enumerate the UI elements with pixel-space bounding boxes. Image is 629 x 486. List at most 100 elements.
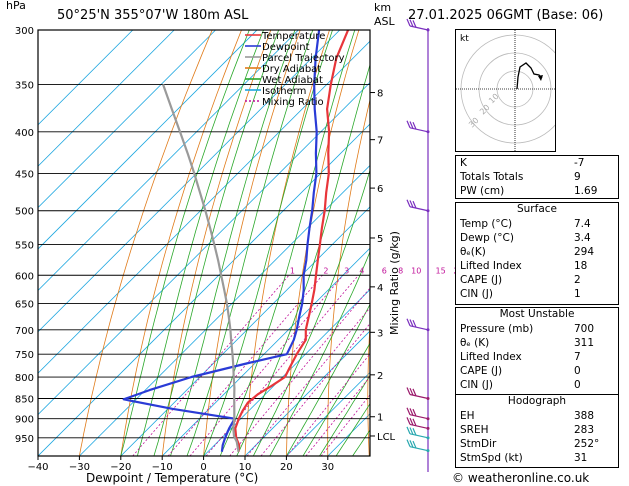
surface-value: 2 <box>574 274 581 286</box>
index-value: -7 <box>574 157 585 169</box>
wind-barb <box>406 18 430 32</box>
surface-label: Dewp (°C) <box>460 232 514 244</box>
hodograph-label: StmSpd (kt) <box>460 452 523 464</box>
pressure-tick-label: 650 <box>15 300 34 311</box>
x-tick-label: −20 <box>110 462 131 473</box>
x-tick-label: 20 <box>280 462 293 473</box>
mixing-ratio-label: 1 <box>290 266 295 275</box>
legend-item: Dewpoint <box>244 42 345 53</box>
surface-label: Lifted Index <box>460 260 522 272</box>
most-unstable-row: Lifted Index 7 <box>456 350 618 364</box>
index-label: Totals Totals <box>460 171 524 183</box>
km-tick-label: 8 <box>377 89 383 100</box>
indices-table: K -7 Totals Totals 9 PW (cm) 1.69 <box>456 156 618 198</box>
wind-barb <box>406 120 430 134</box>
x-tick-label: −40 <box>27 462 48 473</box>
surface-label: CIN (J) <box>460 288 493 300</box>
x-tick-label: 30 <box>321 462 334 473</box>
index-row: PW (cm) 1.69 <box>456 184 618 198</box>
mixing-ratio-label: 10 <box>411 266 421 275</box>
x-axis-label: Dewpoint / Temperature (°C) <box>86 471 259 485</box>
legend-item: Dry Adiabat <box>244 64 345 75</box>
legend-label: Wet Adiabat <box>262 75 323 86</box>
isotherm-line <box>38 82 370 416</box>
location-title: 50°25'N 355°07'W 180m ASL <box>57 8 249 23</box>
dewpoint-profile <box>122 30 321 452</box>
most-unstable-row: θₑ (K) 311 <box>456 336 618 350</box>
legend-label: Parcel Trajectory <box>262 53 345 64</box>
legend-item: Temperature <box>244 31 345 42</box>
dry-adiabat-line <box>120 30 242 456</box>
hodograph-kt-label: kt <box>460 34 469 44</box>
legend-swatch <box>245 56 261 58</box>
hpa-axis-label: hPa <box>6 0 26 12</box>
hodograph-row: EH 388 <box>456 409 618 423</box>
surface-row: θₑ(K) 294 <box>456 245 618 259</box>
most-unstable-row: Pressure (mb) 700 <box>456 322 618 336</box>
isotherm-line <box>38 30 216 209</box>
isotherm-line <box>244 330 370 456</box>
pressure-tick-label: 950 <box>15 434 34 445</box>
surface-title: Surface <box>516 203 557 215</box>
km-tick-label: 4 <box>377 283 383 294</box>
most-unstable-label: Lifted Index <box>460 351 522 363</box>
hodograph-value: 388 <box>574 410 595 422</box>
wind-barb <box>406 318 430 332</box>
hodograph-row: StmDir 252° <box>456 437 618 451</box>
datetime-title: 27.01.2025 06GMT (Base: 06) <box>408 8 604 23</box>
index-label: PW (cm) <box>460 185 505 197</box>
surface-value: 3.4 <box>574 232 591 244</box>
hodograph-label: StmDir <box>460 438 497 450</box>
surface-panel: Surface Temp (°C) 7.4 Dewp (°C) 3.4 θₑ(K) 2… <box>455 202 619 305</box>
pressure-tick-label: 550 <box>15 240 34 251</box>
mixing-ratio-label: 3 <box>344 266 349 275</box>
legend-swatch <box>245 67 261 69</box>
surface-label: CAPE (J) <box>460 274 503 286</box>
km-tick-label: 7 <box>377 136 383 147</box>
hodograph-row: SREH 283 <box>456 423 618 437</box>
surface-row: CAPE (J) 2 <box>456 273 618 287</box>
hodograph-data-table: EH 388 SREH 283 StmDir 252° StmSpd (kt) 31 <box>456 409 618 465</box>
dry-adiabat-line <box>617 30 629 456</box>
surface-table: Temp (°C) 7.4 Dewp (°C) 3.4 θₑ(K) 294 Lifte… <box>456 217 618 301</box>
mixing-ratio-label: 4 <box>359 266 364 275</box>
legend-swatch <box>245 45 261 47</box>
isotherm-line <box>38 30 341 333</box>
km-axis-label: km <box>374 1 392 14</box>
mixing-ratio-label: 6 <box>382 266 387 275</box>
most-unstable-value: 7 <box>574 351 581 363</box>
most-unstable-row: CIN (J) 0 <box>456 378 618 392</box>
km-tick-label: 2 <box>377 371 383 382</box>
legend-item: Mixing Ratio <box>244 97 345 108</box>
mixing-ratio-label: 8 <box>398 266 403 275</box>
hodograph-value: 31 <box>574 452 588 464</box>
legend-swatch <box>245 89 261 91</box>
isotherm-line <box>38 30 299 291</box>
copyright-text: © weatheronline.co.uk <box>452 471 590 485</box>
hodograph-ring-label-10: 10 <box>487 92 501 106</box>
surface-row: Temp (°C) 7.4 <box>456 217 618 231</box>
mixing-ratio-line <box>286 353 370 456</box>
pressure-tick-label: 450 <box>15 169 34 180</box>
most-unstable-label: CAPE (J) <box>460 365 503 377</box>
wind-barb <box>406 199 430 213</box>
x-tick-label: 0 <box>200 462 206 473</box>
temperature-profile <box>234 30 350 452</box>
isotherm-line <box>286 371 370 456</box>
mixing-ratio-axis-label: Mixing Ratio (g/kg) <box>388 231 401 335</box>
surface-label: Temp (°C) <box>460 218 513 230</box>
mixing-ratio-line <box>246 307 370 456</box>
mixing-ratio-label: 15 <box>436 266 446 275</box>
surface-value: 1 <box>574 288 581 300</box>
pressure-tick-label: 500 <box>15 207 34 218</box>
most-unstable-label: CIN (J) <box>460 379 493 391</box>
wind-barb <box>406 439 430 453</box>
hodograph-data-panel: Hodograph EH 388 SREH 283 StmDir 252° StmSp… <box>455 394 619 468</box>
hodograph-trace <box>516 62 543 90</box>
pressure-tick-label: 900 <box>15 415 34 426</box>
most-unstable-value: 0 <box>574 379 581 391</box>
hodograph-label: EH <box>460 410 475 422</box>
surface-label: θₑ(K) <box>460 246 486 258</box>
